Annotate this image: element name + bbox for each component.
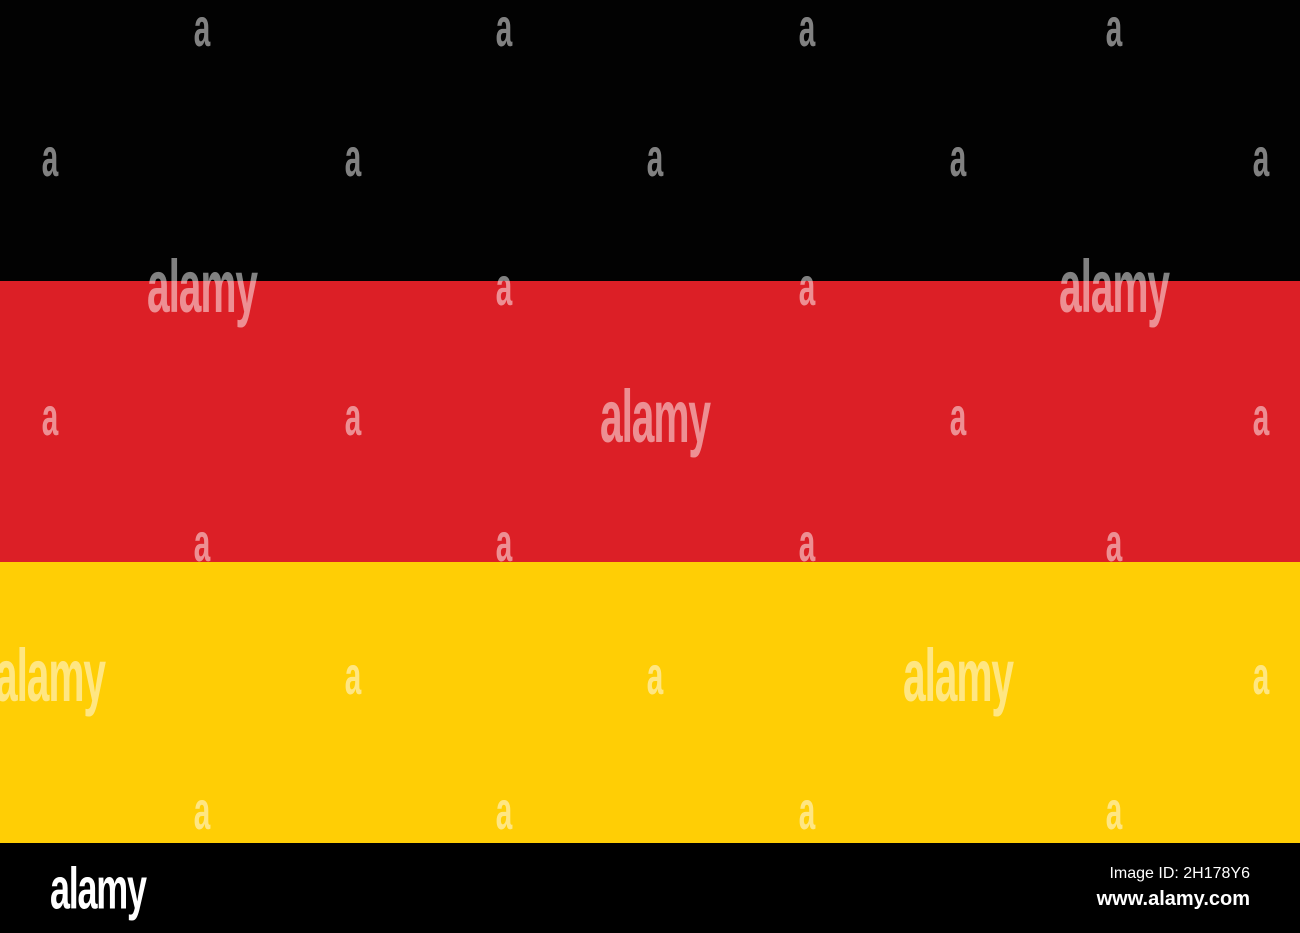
image-id-text: Image ID: 2H178Y6	[1109, 865, 1250, 882]
flag-stripe-red	[0, 281, 1300, 562]
footer-meta: Image ID: 2H178Y6 www.alamy.com	[1097, 865, 1250, 911]
flag-stripe-black	[0, 0, 1300, 281]
germany-flag: a a a a a a a a a alamy a a alamy a a alamy a a a a a a alamy a…	[0, 0, 1300, 843]
alamy-logo: alamy	[50, 856, 147, 922]
flag-stripe-gold	[0, 562, 1300, 843]
watermark-footer-bar: alamy Image ID: 2H178Y6 www.alamy.com	[0, 843, 1300, 933]
alamy-url-text: www.alamy.com	[1096, 888, 1250, 910]
